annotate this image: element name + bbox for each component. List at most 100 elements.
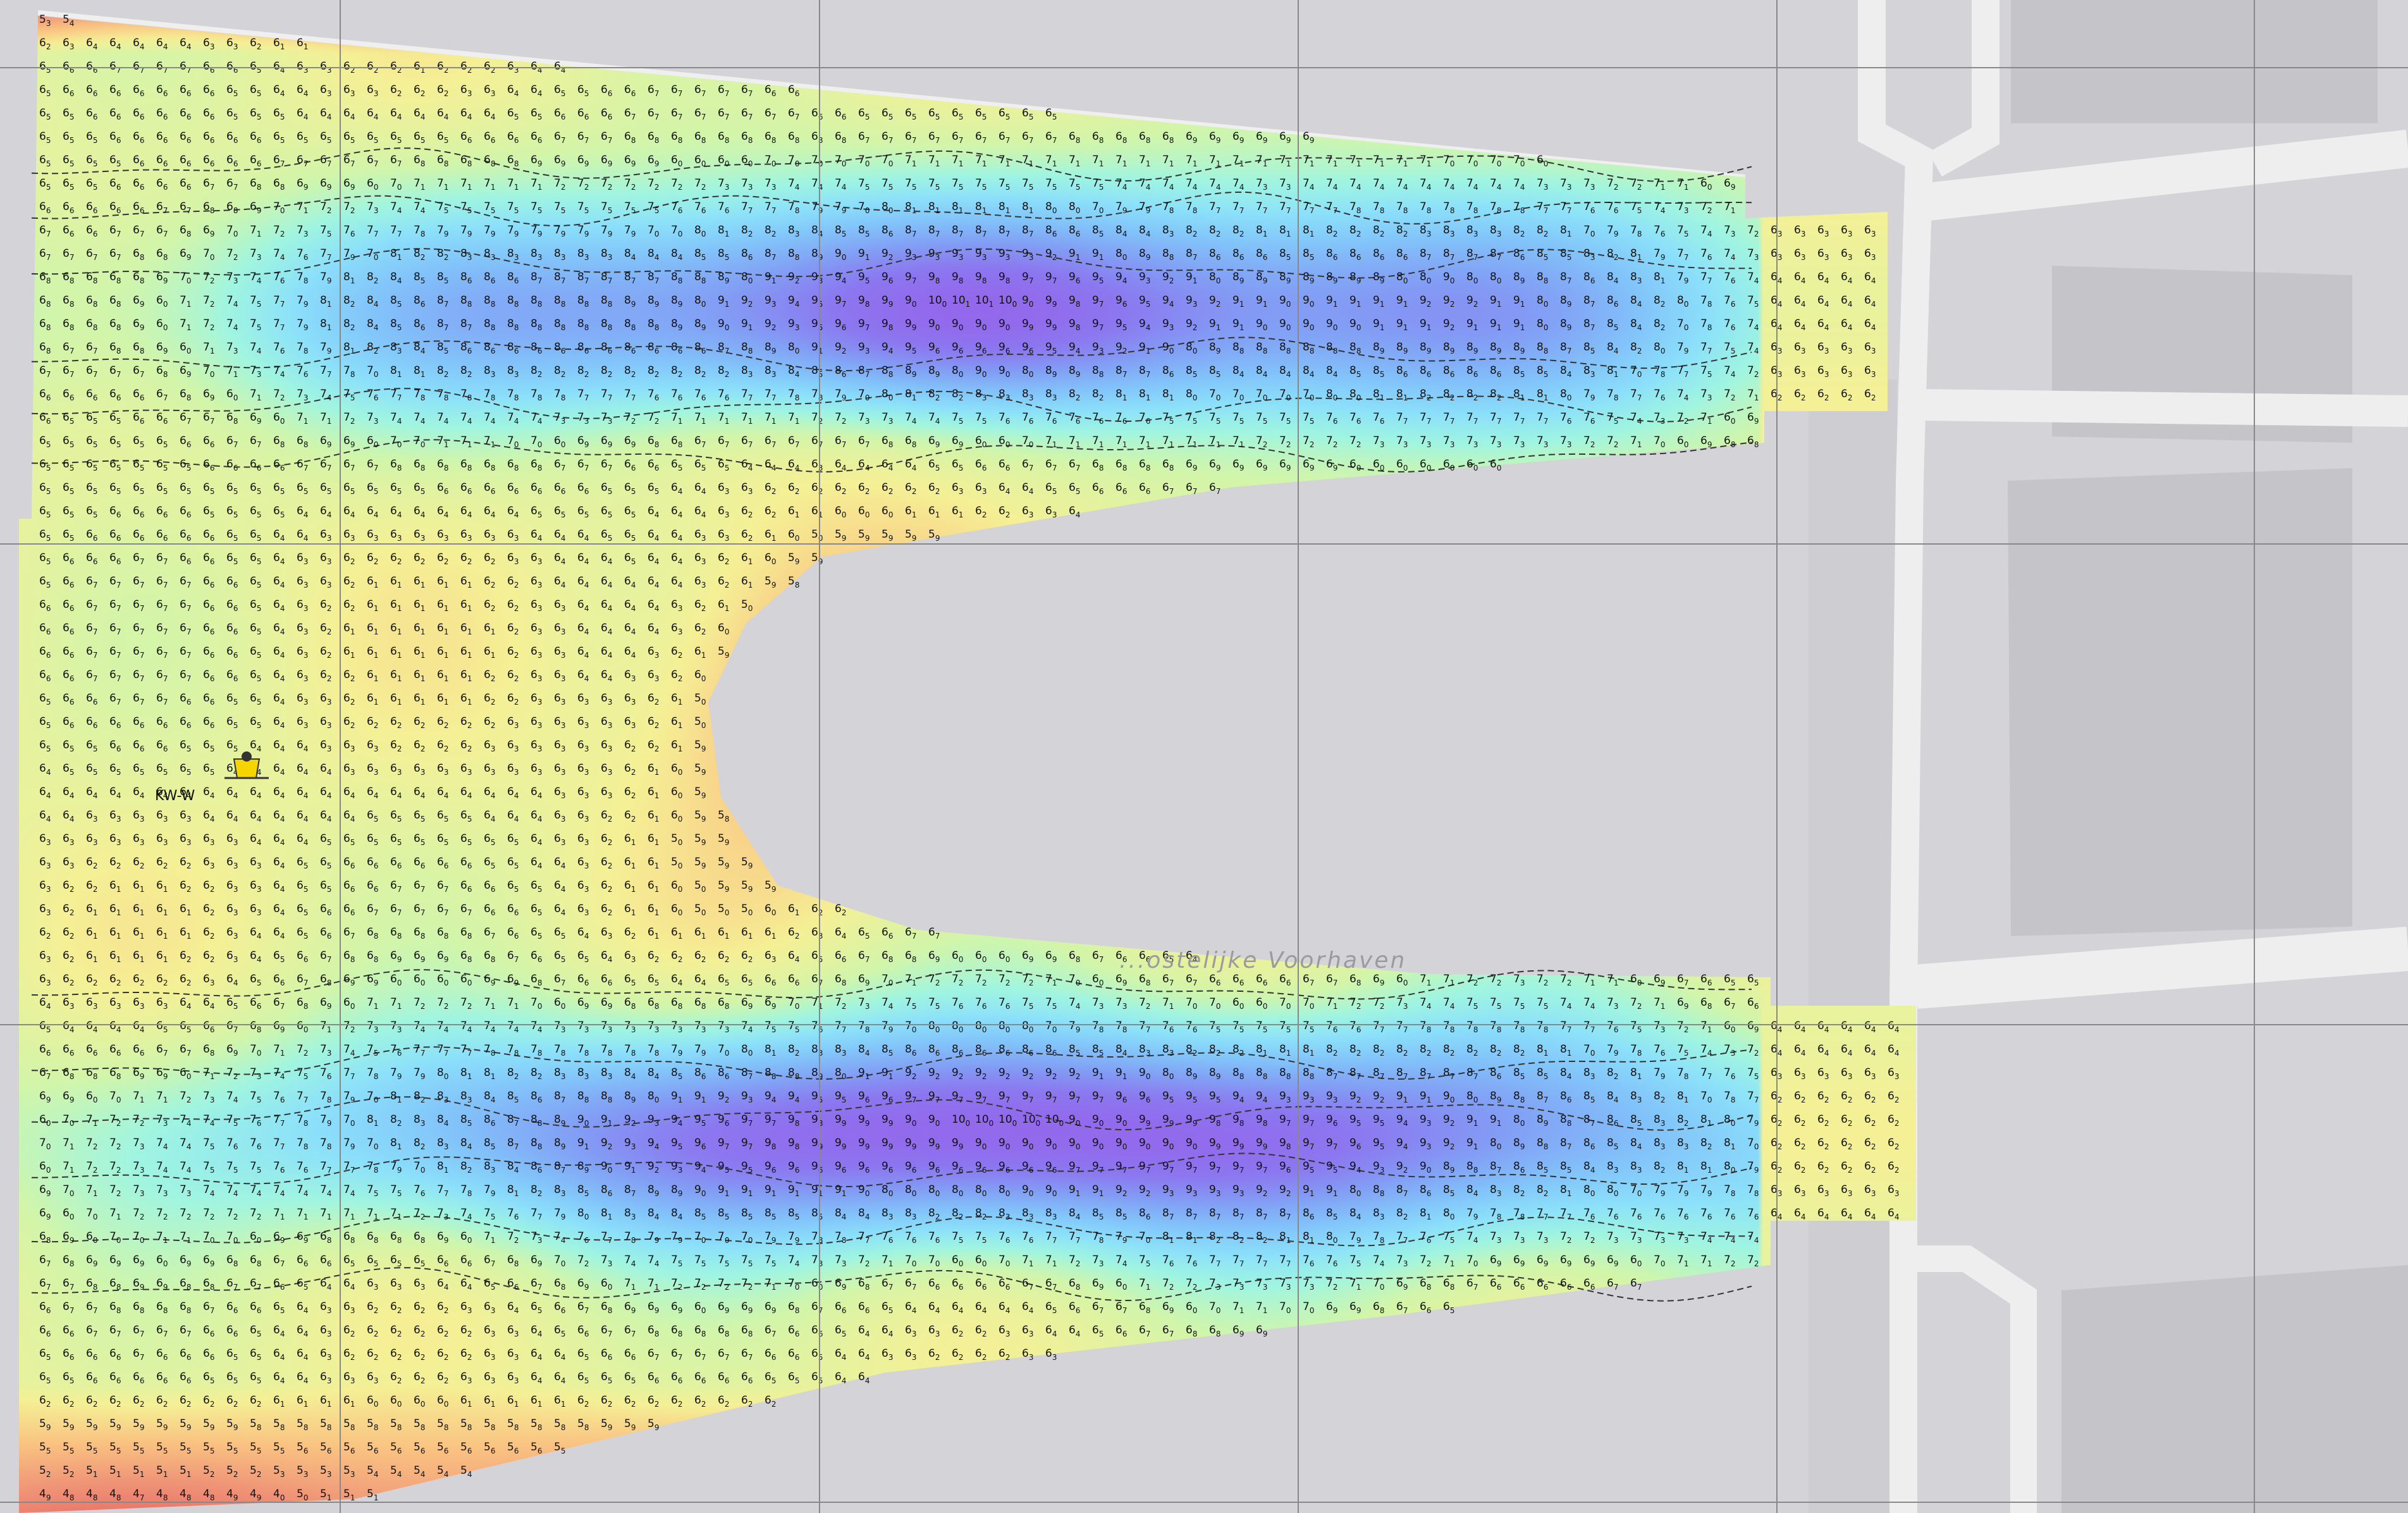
depth-sounding: 72 [1279,435,1291,449]
depth-sounding: 79 [765,1230,776,1245]
depth-sounding: 71 [203,341,214,355]
depth-sounding: 59 [180,1417,191,1432]
depth-sounding: 64 [507,505,519,519]
depth-sounding: 63 [554,809,565,824]
depth-sounding: 72 [109,1137,121,1151]
depth-sounding: 73 [1279,1277,1291,1292]
depth-sounding: 62 [320,622,331,636]
depth-sounding: 84 [1607,1090,1618,1104]
depth-sounding: 62 [788,481,799,496]
depth-sounding: 73 [367,411,378,426]
depth-sounding: 64 [601,622,612,636]
depth-sounding: 63 [86,996,97,1011]
depth-sounding: 71 [250,224,261,238]
depth-sounding: 90 [998,364,1010,379]
depth-sounding: 63 [343,83,355,98]
depth-sounding: 68 [858,1277,869,1292]
depth-sounding: 76 [273,271,285,285]
depth-sounding: 62 [811,481,823,496]
depth-sounding: 79 [1607,224,1618,238]
depth-sounding: 71 [1396,154,1408,168]
depth-sounding: 92 [1115,341,1127,355]
depth-sounding: 71 [1700,1254,1712,1268]
depth-sounding: 55 [86,1441,97,1455]
depth-sounding: 67 [63,341,74,355]
depth-sounding: 63 [531,575,542,590]
depth-sounding: 65 [531,505,542,519]
depth-sounding: 85 [437,271,448,285]
depth-sounding: 60 [858,505,869,519]
depth-sounding: 71 [250,388,261,402]
depth-sounding: 65 [343,481,355,496]
depth-sounding: 69 [718,1300,729,1315]
depth-sounding: 71 [180,1230,191,1245]
depth-sounding: 69 [601,435,612,449]
depth-sounding: 64 [250,926,261,941]
depth-sounding: 67 [1326,973,1337,987]
depth-sounding: 71 [1700,1020,1712,1034]
depth-sounding: 86 [531,341,542,355]
depth-sounding: 73 [858,996,869,1011]
depth-sounding: 60 [1466,458,1478,472]
depth-sounding: 63 [460,83,472,98]
depth-sounding: 69 [1209,130,1220,145]
depth-sounding: 61 [343,1394,355,1409]
depth-sounding: 87 [1420,247,1431,262]
depth-sounding: 68 [133,271,144,285]
depth-sounding: 59 [203,1417,214,1432]
depth-sounding: 63 [1864,1183,1876,1198]
depth-sounding: 67 [109,575,121,590]
depth-sounding: 68 [694,996,706,1011]
depth-sounding: 65 [250,1347,261,1362]
depth-sounding: 63 [39,949,51,964]
depth-sounding: 81 [601,1207,612,1221]
depth-sounding: 65 [624,505,636,519]
depth-sounding: 66 [507,481,519,496]
depth-sounding: 70 [1677,318,1688,332]
depth-sounding: 66 [1115,481,1127,496]
depth-sounding: 66 [133,528,144,543]
depth-sounding: 72 [811,411,823,426]
depth-sounding: 62 [1841,388,1852,402]
depth-sounding: 72 [1630,996,1642,1011]
depth-sounding: 63 [484,1347,495,1362]
depth-sounding: 56 [320,1441,331,1455]
station-marker-icon[interactable] [224,751,269,779]
depth-sounding: 71 [86,1113,97,1128]
depth-sounding: 83 [1162,1043,1174,1058]
depth-sounding: 68 [133,341,144,355]
depth-sounding: 80 [1513,1113,1525,1128]
depth-sounding: 96 [835,318,846,332]
depth-sounding: 74 [156,1160,168,1175]
depth-sounding: 69 [928,435,940,449]
depth-sounding: 73 [1209,1277,1220,1292]
depth-sounding: 71 [1069,435,1080,449]
depth-sounding: 77 [1560,1020,1571,1034]
depth-sounding: 77 [273,318,285,332]
depth-sounding: 60 [250,1230,261,1245]
depth-sounding: 78 [1747,1183,1759,1198]
depth-sounding: 65 [86,177,97,192]
depth-sounding: 62 [975,1347,986,1362]
depth-sounding: 84 [437,1113,448,1128]
depth-sounding: 63 [109,996,121,1011]
depth-sounding: 89 [577,1160,589,1175]
depth-sounding: 78 [1490,201,1501,215]
depth-contour [31,969,1752,1000]
depth-sounding: 64 [343,786,355,800]
depth-sounding: 65 [109,154,121,168]
depth-sounding: 76 [1349,1020,1361,1034]
depth-sounding: 75 [858,177,869,192]
depth-sounding: 65 [226,1371,238,1385]
depth-sounding: 78 [343,364,355,379]
depth-sounding: 63 [1794,247,1805,262]
depth-sounding: 62 [390,1300,402,1315]
depth-sounding: 64 [273,809,285,824]
depth-sounding: 78 [1186,201,1197,215]
depth-sounding: 82 [1654,1160,1665,1175]
depth-contour [31,1046,1752,1080]
depth-sounding: 66 [648,458,659,472]
depth-sounding: 58 [414,1417,425,1432]
depth-sounding: 89 [1326,271,1337,285]
